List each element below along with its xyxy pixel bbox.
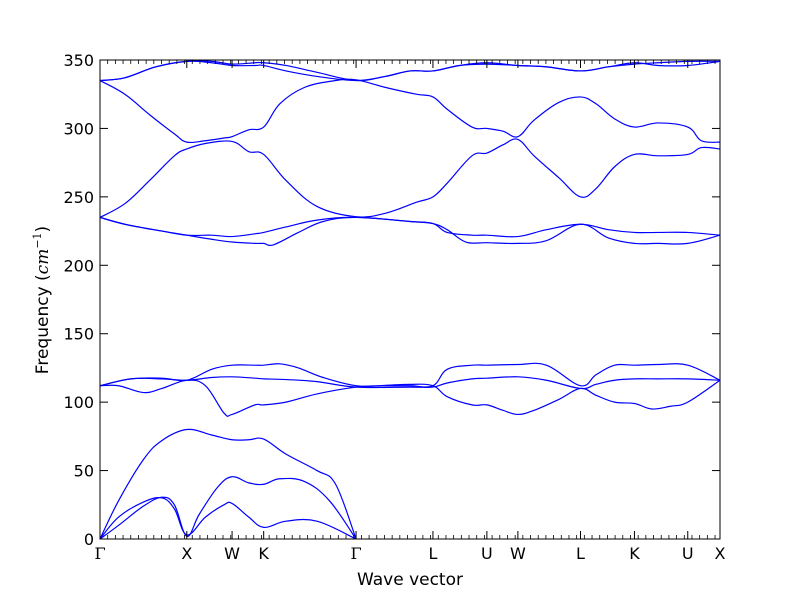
x-tick-label-4: K (258, 544, 269, 563)
band-lines (100, 60, 720, 539)
y-tick-label-300: 300 (63, 119, 94, 138)
x-tick-label-9: L (576, 544, 585, 563)
band-line-3 (100, 428, 357, 539)
x-tick-label-3: W (224, 544, 240, 563)
y-tick-label-50: 50 (74, 462, 94, 481)
band-line-9 (100, 138, 720, 218)
x-axis-label: Wave vector (357, 570, 463, 590)
y-axis-label: Frequency (cm−1) (31, 226, 53, 374)
band-line-5 (100, 376, 720, 390)
x-tick-label-7: U (481, 544, 493, 563)
band-line-12 (100, 60, 720, 82)
y-tick-label-350: 350 (63, 51, 94, 70)
y-tick-label-200: 200 (63, 256, 94, 275)
y-tick-label-150: 150 (63, 325, 94, 344)
x-tick-label-5: Γ (351, 544, 362, 563)
x-tick-label-11: U (682, 544, 694, 563)
y-tick-label-0: 0 (84, 530, 94, 549)
y-axis-label-exponent: −1 (31, 232, 44, 248)
x-tick-label-8: W (510, 544, 526, 563)
plot-area (100, 60, 720, 539)
x-tick-label-12: X (715, 544, 726, 563)
y-axis-label-unit: cm (33, 249, 53, 275)
x-tick-label-2: X (181, 544, 192, 563)
band-line-2 (100, 496, 357, 539)
band-line-1 (100, 476, 357, 539)
y-tick-label-250: 250 (63, 188, 94, 207)
band-line-10 (100, 78, 720, 144)
band-line-8 (100, 216, 720, 247)
x-tick-label-6: L (428, 544, 437, 563)
x-tick-label-10: K (629, 544, 640, 563)
plot-frame (99, 59, 721, 540)
x-tick-label-1: Γ (94, 544, 105, 563)
y-axis-label-close: ) (33, 226, 53, 233)
band-line-6 (100, 362, 720, 388)
y-axis-label-main: Frequency ( (33, 274, 53, 374)
y-tick-label-100: 100 (63, 393, 94, 412)
